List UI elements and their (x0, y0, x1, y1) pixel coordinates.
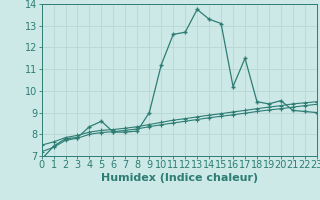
X-axis label: Humidex (Indice chaleur): Humidex (Indice chaleur) (100, 173, 258, 183)
